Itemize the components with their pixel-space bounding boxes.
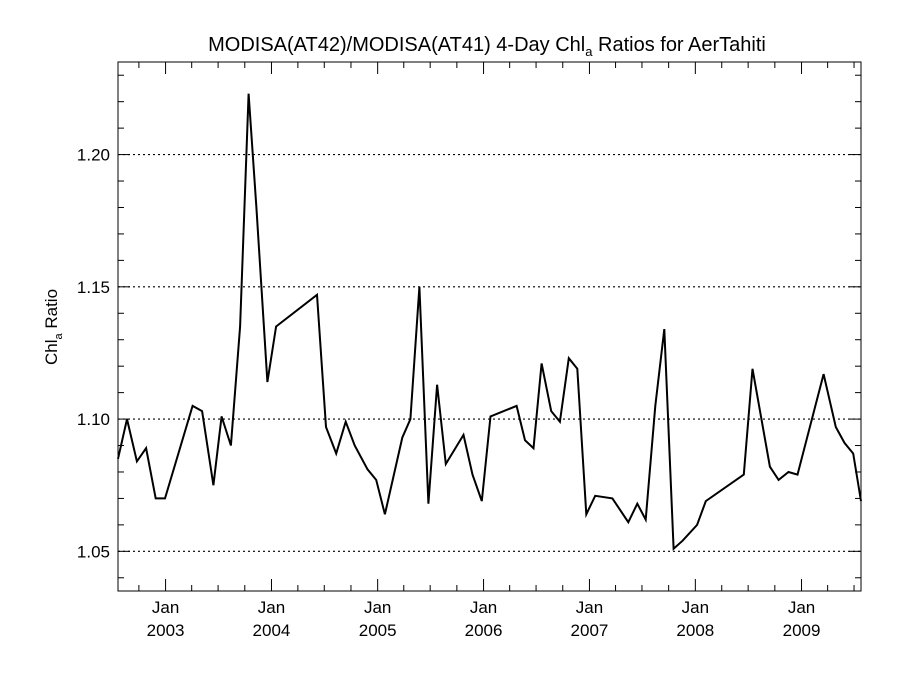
x-tick-label-month: Jan	[258, 598, 285, 617]
plot-area-frame	[117, 61, 862, 592]
x-tick-label-year: 2007	[571, 621, 609, 640]
x-tick-label-month: Jan	[682, 598, 709, 617]
y-axis-label-subscript: a	[53, 333, 65, 340]
y-tick-label: 1.20	[77, 146, 110, 165]
series-layer	[117, 93, 862, 551]
svg-text:Chla Ratio: Chla Ratio	[42, 289, 65, 365]
x-tick-label-year: 2005	[359, 621, 397, 640]
series-line	[117, 93, 862, 551]
chart-title-rest: Ratios for AerTahiti	[592, 34, 765, 56]
x-tick-label-year: 2004	[253, 621, 291, 640]
x-tick-label-year: 2003	[147, 621, 185, 640]
x-tick-label-month: Jan	[576, 598, 603, 617]
x-tick-label-month: Jan	[152, 598, 179, 617]
tick-labels: 1.05 1.10 1.15 1.20 Jan 2003 Jan 2004 Jan 2005 Jan…	[77, 146, 821, 640]
y-axis-label-rest: Ratio	[42, 289, 61, 333]
y-tick-label: 1.15	[77, 278, 110, 297]
x-tick-label-year: 2008	[676, 621, 714, 640]
x-tick-label-month: Jan	[364, 598, 391, 617]
chart-title: MODISA(AT42)/MODISA(AT41) 4-Day Chla Rat…	[208, 34, 766, 59]
gridlines	[118, 153, 861, 552]
y-tick-label: 1.10	[77, 410, 110, 429]
y-axis-label: Chla Ratio	[42, 289, 65, 365]
axis-ticks	[118, 62, 861, 591]
x-tick-label-month: Jan	[788, 598, 815, 617]
x-tick-label-year: 2006	[465, 621, 503, 640]
y-tick-label: 1.05	[77, 542, 110, 561]
chart-title-subscript: a	[585, 44, 593, 59]
x-tick-label-year: 2009	[783, 621, 821, 640]
chart-title-main: MODISA(AT42)/MODISA(AT41) 4-Day Chl	[208, 34, 585, 56]
x-tick-label-month: Jan	[470, 598, 497, 617]
y-axis-label-main: Chl	[42, 340, 61, 366]
